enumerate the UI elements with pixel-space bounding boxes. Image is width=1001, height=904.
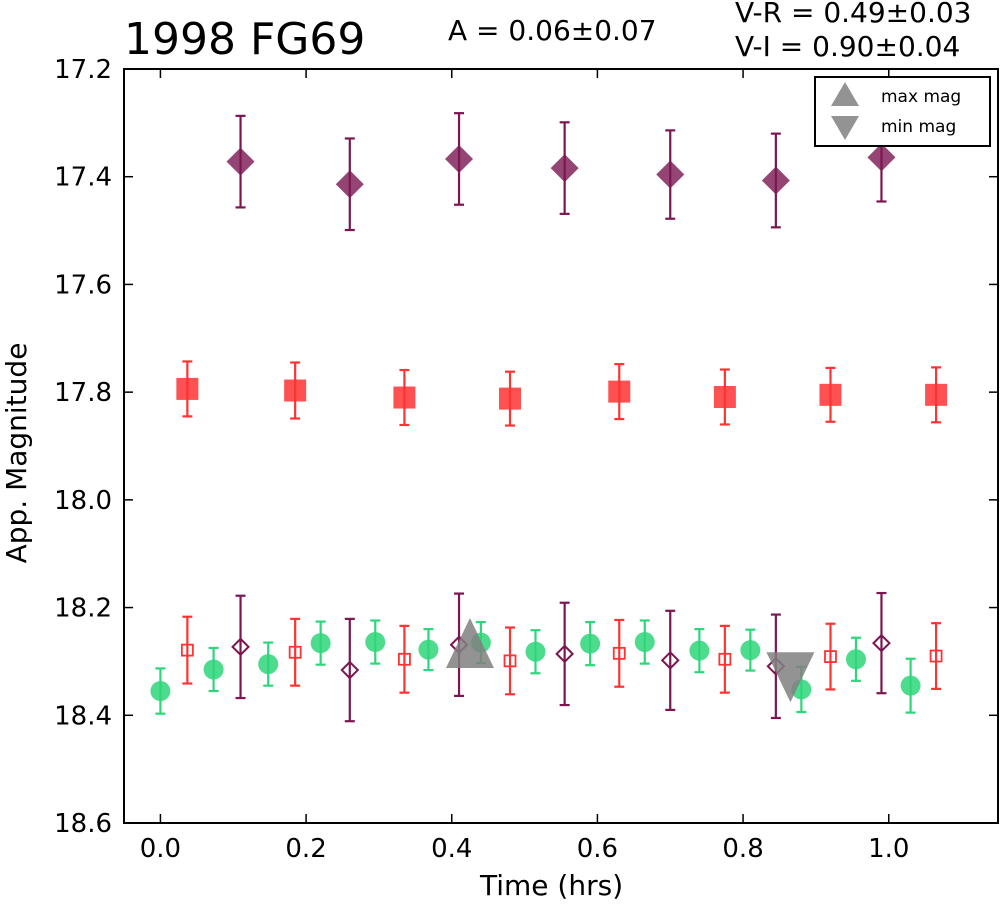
y-tick-label: 18.0 <box>54 486 112 516</box>
square-point <box>176 377 199 400</box>
open-square-point <box>288 645 302 659</box>
open-square-point <box>612 646 626 660</box>
axis-ticks: 0.0 0.2 0.4 0.6 0.8 1.0 17.2 17.4 17.6 17.8 18.0 18… <box>54 55 998 864</box>
circle-point <box>310 633 331 654</box>
open-square-point <box>929 649 943 663</box>
y-tick-label: 18.2 <box>54 594 112 624</box>
y-tick-label: 17.6 <box>54 270 112 300</box>
y-tick-label: 18.4 <box>54 701 112 731</box>
chart-title: 1998 FG69 <box>124 14 366 65</box>
min-mag-marker <box>766 652 815 703</box>
diamond-point <box>226 147 255 176</box>
max-mag-marker <box>445 617 494 668</box>
open-square-point <box>824 650 837 663</box>
y-axis-label: App. Magnitude <box>0 342 33 564</box>
y-tick-label: 17.8 <box>54 378 112 408</box>
plot-frame <box>123 68 999 824</box>
circle-point <box>900 675 921 696</box>
diamond-point <box>867 143 896 172</box>
diamond-point <box>761 166 790 195</box>
diamond-point <box>656 160 685 189</box>
y-tick-label: 18.6 <box>54 809 112 839</box>
circle-point <box>689 640 710 661</box>
open-diamond-point <box>340 660 360 680</box>
amplitude-label: A = 0.06±0.07 <box>448 14 657 47</box>
x-axis-label: Time (hrs) <box>480 869 624 902</box>
v-i-color-label: V-I = 0.90±0.04 <box>735 30 961 63</box>
open-diamond-point <box>660 650 680 670</box>
circle-point <box>525 641 546 662</box>
open-diamond-point <box>555 644 575 664</box>
x-tick-label: 0.4 <box>431 834 472 864</box>
legend-label: max mag <box>881 87 961 107</box>
x-tick-label: 0.6 <box>577 834 618 864</box>
v-r-color-label: V-R = 0.49±0.03 <box>735 0 972 29</box>
x-tick-label: 0.0 <box>140 834 181 864</box>
square-point <box>499 387 522 410</box>
open-square-point <box>718 652 732 666</box>
x-tick-label: 0.2 <box>285 834 326 864</box>
open-square-point <box>398 652 411 666</box>
diamond-point <box>335 170 364 199</box>
open-square-point <box>180 643 194 657</box>
legend-min-mag-icon <box>831 116 859 140</box>
circle-point <box>634 632 655 653</box>
square-point <box>608 380 631 403</box>
circle-point <box>258 654 279 675</box>
circle-point <box>150 681 171 702</box>
circle-point <box>580 633 601 654</box>
circle-point <box>740 640 761 661</box>
y-tick-label: 17.2 <box>54 55 112 85</box>
open-square-point <box>503 654 517 668</box>
legend-max-mag-icon <box>831 82 859 106</box>
open-diamond-point <box>872 633 891 653</box>
diamond-point <box>550 154 579 183</box>
square-point <box>819 383 842 406</box>
circle-point <box>365 632 386 653</box>
square-point <box>393 386 416 409</box>
circle-point <box>845 649 866 670</box>
square-point <box>284 379 307 402</box>
circle-point <box>203 659 224 680</box>
y-tick-label: 17.4 <box>54 163 112 193</box>
square-point <box>713 385 736 408</box>
diamond-point <box>445 144 474 173</box>
x-tick-label: 1.0 <box>868 834 909 864</box>
legend: max mag min mag <box>814 76 991 147</box>
chart-marks <box>150 112 948 723</box>
legend-label: min mag <box>881 117 956 137</box>
square-point <box>925 383 948 406</box>
circle-point <box>418 639 439 660</box>
open-diamond-point <box>231 637 250 657</box>
x-tick-label: 0.8 <box>722 834 763 864</box>
